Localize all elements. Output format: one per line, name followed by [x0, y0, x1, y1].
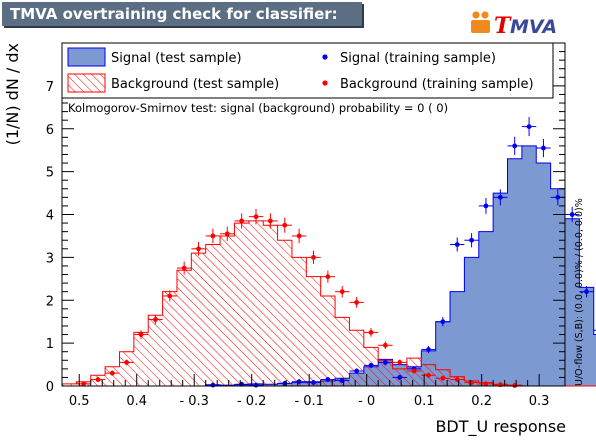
- legend-swatch-signal-test: [67, 47, 106, 67]
- background-training-sample-point: [181, 265, 187, 271]
- background-training-sample-point: [267, 218, 273, 224]
- logo-text: MVA: [510, 16, 557, 37]
- background-training-sample-point: [325, 274, 331, 280]
- signal-training-sample-point: [311, 380, 316, 385]
- background-training-sample-point: [411, 368, 417, 374]
- legend-marker-background-training: [322, 80, 328, 86]
- background-training-sample-point: [153, 317, 158, 322]
- background-training-sample-point: [253, 214, 259, 220]
- signal-training-sample-point: [426, 347, 431, 352]
- background-training-sample-point: [311, 254, 316, 260]
- background-training-sample-point: [239, 218, 245, 224]
- background-training-sample-point: [81, 381, 86, 387]
- logo-dot-2: [481, 11, 489, 19]
- signal-training-sample-point: [497, 194, 503, 200]
- y-tick-label: 5: [46, 166, 54, 181]
- x-tick-label: 0.1: [414, 394, 435, 409]
- signal-training-sample-point: [541, 145, 546, 151]
- legend-label-signal-training: Signal (training sample): [340, 51, 496, 66]
- signal-training-sample-point: [454, 242, 460, 247]
- tmva-logo: T MVA: [471, 11, 557, 37]
- x-tick-label: 0.2: [471, 394, 492, 409]
- x-tick-label: - 0: [358, 394, 375, 409]
- background-training-sample-point: [296, 233, 302, 239]
- signal-training-sample-point: [584, 289, 589, 295]
- y-tick-label: 3: [46, 251, 54, 266]
- background-training-sample-point: [282, 222, 288, 228]
- background-training-sample-point: [483, 381, 489, 387]
- x-axis-title: BDT_U response: [435, 417, 566, 437]
- legend-marker-signal-training: [322, 54, 328, 60]
- legend-label-background-test: Background (test sample): [111, 77, 279, 92]
- background-training-sample-point: [210, 233, 216, 239]
- overflow-annotation: U/O-flow (S,B): (0.0, 0.0)% / (0.0, 0.0)…: [574, 198, 585, 386]
- background-training-sample-point: [138, 332, 144, 337]
- background-training-sample-point: [339, 289, 345, 295]
- signal-training-sample-point: [483, 203, 489, 209]
- signal-training-sample-point: [210, 382, 216, 388]
- signal-training-sample-point: [368, 363, 374, 368]
- y-tick-label: 6: [46, 123, 54, 138]
- logo-dot-1: [472, 11, 480, 19]
- signal-training-sample-point: [512, 143, 518, 149]
- background-training-sample-point: [224, 231, 230, 237]
- y-tick-label: 1: [46, 337, 54, 352]
- background-training-sample-point: [368, 330, 374, 335]
- legend-box: [61, 42, 554, 99]
- background-training-sample-point: [167, 293, 173, 299]
- ks-test-annotation: Kolmogorov-Smirnov test: signal (backgro…: [68, 101, 448, 115]
- legend-label-signal-test: Signal (test sample): [111, 51, 242, 66]
- signal-training-sample-point: [354, 368, 360, 374]
- logo-bar: [471, 20, 490, 33]
- background-training-sample-point: [397, 360, 403, 365]
- x-tick-label: 0.4: [126, 394, 147, 409]
- background-training-sample-point: [440, 375, 446, 381]
- x-tick-label: 0.3: [529, 394, 550, 409]
- background-training-sample-point: [196, 246, 201, 252]
- y-axis-title: (1/N) dN / dx: [3, 43, 22, 145]
- background-training-sample-point: [426, 372, 431, 378]
- background-training-sample-point: [354, 299, 360, 305]
- y-tick-label: 4: [46, 209, 54, 224]
- signal-training-sample-point: [569, 212, 575, 217]
- signal-training-sample-point: [526, 124, 532, 130]
- signal-training-sample-point: [469, 237, 474, 243]
- y-tick-label: 2: [46, 294, 54, 309]
- background-training-sample-point: [109, 370, 115, 376]
- legend-label-background-training: Background (training sample): [340, 77, 534, 92]
- signal-training-sample-point: [253, 382, 259, 388]
- signal-training-sample-point: [440, 319, 446, 325]
- signal-training-sample-point: [397, 375, 403, 380]
- chart-title: TMVA overtraining check for classifier: …: [2, 2, 362, 47]
- signal-training-sample-point: [325, 377, 331, 382]
- background-training-sample-point: [382, 342, 388, 348]
- background-training-sample-point: [124, 360, 130, 365]
- y-tick-label: 0: [46, 380, 54, 395]
- x-tick-label: - 0.2: [237, 394, 267, 409]
- x-tick-label: - 0.3: [179, 394, 209, 409]
- legend-swatch-background-test: [67, 73, 106, 93]
- logo-letter-t: T: [494, 13, 512, 37]
- x-tick-label: 0.5: [69, 394, 90, 409]
- background-training-sample-point: [95, 377, 101, 382]
- signal-training-sample-point: [555, 194, 561, 200]
- x-tick-label: - 0.1: [294, 394, 324, 409]
- signal-training-sample-point: [382, 360, 388, 365]
- y-tick-label: 7: [46, 80, 54, 95]
